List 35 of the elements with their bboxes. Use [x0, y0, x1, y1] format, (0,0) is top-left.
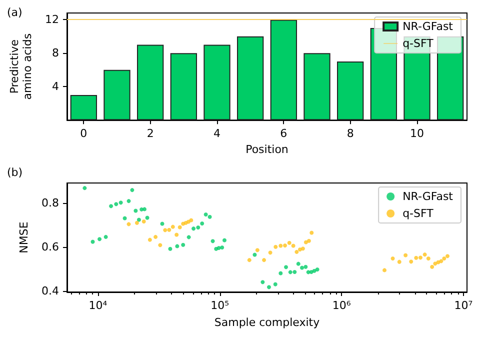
y-tick-label: 8: [52, 46, 59, 60]
bar: [170, 53, 197, 120]
bar: [237, 36, 264, 120]
y-tick-label: 4: [52, 80, 59, 94]
bar: [337, 62, 364, 120]
y-tick-label: 0.4: [42, 284, 59, 298]
bar: [204, 44, 230, 120]
chart-title: (b): [7, 166, 23, 179]
x-tick-label: 10⁶: [332, 299, 352, 312]
y-axis-title: Predictive amino acids: [8, 33, 34, 100]
bar: [104, 70, 130, 120]
x-axis-title: Position: [246, 143, 288, 156]
bar: [137, 44, 164, 120]
x-tick-label: 4: [214, 127, 220, 140]
y-axis-title: NMSE: [18, 222, 31, 254]
legend-label: q-SFT: [402, 37, 434, 50]
x-tick-label: 6: [280, 127, 288, 140]
bar: [304, 53, 330, 120]
y-tick-label: 0.6: [42, 240, 59, 254]
y-tick-label: 0.8: [42, 196, 59, 210]
legend-label: NR-GFast: [402, 20, 454, 33]
x-tick-label: 8: [346, 127, 354, 140]
legend-label: q-SFT: [402, 207, 434, 220]
x-tick-label: 0: [80, 127, 88, 140]
x-tick-label: 10⁷: [454, 299, 473, 312]
x-tick-label: 10⁴: [88, 299, 108, 312]
legend-label: NR-GFast: [402, 190, 454, 203]
bar: [70, 95, 97, 120]
x-axis-title: Sample complexity: [214, 316, 320, 329]
bar: [270, 20, 297, 120]
y-tick-label: 12: [45, 13, 59, 26]
x-tick-label: 10: [410, 127, 424, 140]
chart-title: (a): [7, 6, 22, 19]
x-tick-label: 2: [146, 127, 154, 140]
x-tick-label: 10⁵: [210, 299, 229, 312]
